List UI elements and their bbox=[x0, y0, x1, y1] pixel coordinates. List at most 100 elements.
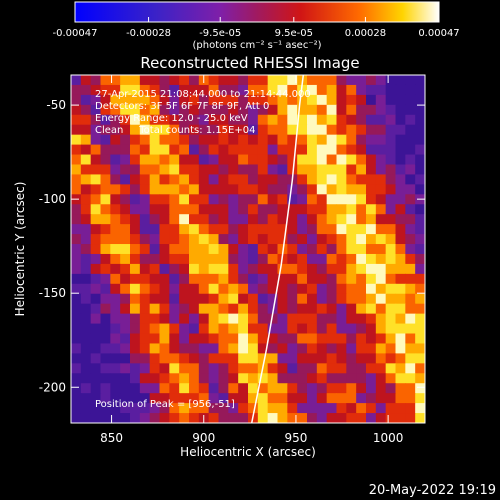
heatmap-cell bbox=[179, 263, 190, 275]
heatmap-cell bbox=[316, 84, 328, 96]
heatmap-cell bbox=[395, 114, 406, 126]
heatmap-cell bbox=[110, 124, 121, 136]
heatmap-cell bbox=[277, 94, 288, 106]
heatmap-cell bbox=[130, 273, 141, 285]
heatmap-cell bbox=[415, 283, 425, 295]
heatmap-cell bbox=[297, 154, 308, 166]
heatmap-cell bbox=[169, 293, 180, 305]
heatmap-cell bbox=[366, 333, 377, 345]
heatmap-cell bbox=[405, 293, 416, 305]
heatmap-cell bbox=[149, 94, 161, 106]
heatmap-cell bbox=[415, 313, 425, 325]
heatmap-cell bbox=[405, 263, 416, 275]
heatmap-cell bbox=[375, 333, 387, 345]
heatmap-cell bbox=[267, 283, 279, 295]
heatmap-cell bbox=[336, 224, 347, 235]
heatmap-cell bbox=[346, 303, 357, 315]
heatmap-cell bbox=[159, 303, 170, 315]
heatmap-cell bbox=[120, 174, 131, 185]
heatmap-cell bbox=[80, 174, 92, 185]
heatmap-cell bbox=[110, 244, 121, 255]
heatmap-cell bbox=[277, 393, 288, 404]
heatmap-cell bbox=[257, 333, 269, 345]
heatmap-cell bbox=[238, 244, 249, 255]
heatmap-cell bbox=[130, 104, 141, 116]
heatmap-cell bbox=[130, 363, 141, 374]
heatmap-cell bbox=[307, 323, 318, 335]
heatmap-cell bbox=[238, 283, 249, 295]
heatmap-cell bbox=[218, 174, 229, 185]
heatmap-cell bbox=[198, 204, 210, 215]
heatmap-cell bbox=[277, 164, 288, 176]
heatmap-cell bbox=[159, 383, 170, 394]
heatmap-cell bbox=[385, 75, 397, 86]
heatmap-cell bbox=[80, 94, 92, 106]
heatmap-cell bbox=[267, 253, 279, 265]
heatmap-cell bbox=[130, 234, 141, 245]
heatmap-cell bbox=[110, 403, 121, 414]
heatmap-cell bbox=[326, 194, 338, 205]
heatmap-cell bbox=[415, 124, 425, 136]
heatmap-cell bbox=[307, 144, 318, 156]
heatmap-cell bbox=[100, 293, 111, 305]
heatmap-cell bbox=[277, 343, 288, 354]
heatmap-cell bbox=[149, 393, 161, 404]
heatmap-cell bbox=[90, 373, 102, 384]
heatmap-cell bbox=[238, 303, 249, 315]
heatmap-cell bbox=[307, 293, 318, 305]
heatmap-cell bbox=[110, 204, 121, 215]
heatmap-cell bbox=[415, 413, 425, 423]
heatmap-cell bbox=[356, 204, 367, 215]
heatmap-cell bbox=[90, 174, 102, 185]
heatmap-cell bbox=[356, 114, 367, 126]
heatmap-cell bbox=[415, 164, 425, 176]
heatmap-cell bbox=[179, 154, 190, 166]
heatmap-cell bbox=[100, 403, 111, 414]
heatmap-cell bbox=[366, 244, 377, 255]
heatmap-cell bbox=[336, 323, 347, 335]
heatmap-cell bbox=[179, 253, 190, 265]
heatmap-cell bbox=[208, 124, 220, 136]
heatmap-cell bbox=[356, 244, 367, 255]
heatmap-cell bbox=[238, 194, 249, 205]
heatmap-cell bbox=[198, 353, 210, 364]
heatmap-cell bbox=[90, 283, 102, 295]
heatmap-cell bbox=[405, 273, 416, 285]
heatmap-cell bbox=[257, 114, 269, 126]
heatmap-cell bbox=[71, 353, 82, 364]
heatmap-cell bbox=[267, 273, 279, 285]
heatmap-cell bbox=[139, 154, 151, 166]
heatmap-cell bbox=[208, 313, 220, 325]
heatmap-cell bbox=[80, 333, 92, 345]
heatmap-cell bbox=[366, 413, 377, 423]
heatmap-cell bbox=[267, 343, 279, 354]
heatmap-cell bbox=[346, 273, 357, 285]
heatmap-cell bbox=[149, 164, 161, 176]
heatmap-cell bbox=[218, 323, 229, 335]
heatmap-cell bbox=[120, 204, 131, 215]
heatmap-cell bbox=[326, 273, 338, 285]
heatmap-cell bbox=[159, 224, 170, 235]
heatmap-cell bbox=[415, 333, 425, 345]
heatmap-cell bbox=[375, 154, 387, 166]
heatmap-cell bbox=[238, 333, 249, 345]
heatmap-cell bbox=[179, 363, 190, 374]
heatmap-cell bbox=[277, 383, 288, 394]
heatmap-cell bbox=[198, 104, 210, 116]
heatmap-cell bbox=[248, 303, 259, 315]
heatmap-cell bbox=[375, 204, 387, 215]
heatmap-cell bbox=[139, 263, 151, 275]
heatmap-cell bbox=[228, 194, 239, 205]
heatmap-cell bbox=[228, 273, 239, 285]
heatmap-cell bbox=[110, 84, 121, 96]
heatmap-cell bbox=[110, 353, 121, 364]
heatmap-cell bbox=[366, 204, 377, 215]
heatmap-cell bbox=[257, 253, 269, 265]
heatmap-cell bbox=[189, 184, 200, 195]
colorbar-ticks: -0.00047 -0.00028 -9.5e-05 9.5e-05 0.00028 0.… bbox=[53, 17, 460, 39]
heatmap-cell bbox=[336, 373, 347, 384]
heatmap-cell bbox=[228, 263, 239, 275]
heatmap-cell bbox=[307, 313, 318, 325]
heatmap-cell bbox=[189, 144, 200, 156]
heatmap-cell bbox=[297, 263, 308, 275]
